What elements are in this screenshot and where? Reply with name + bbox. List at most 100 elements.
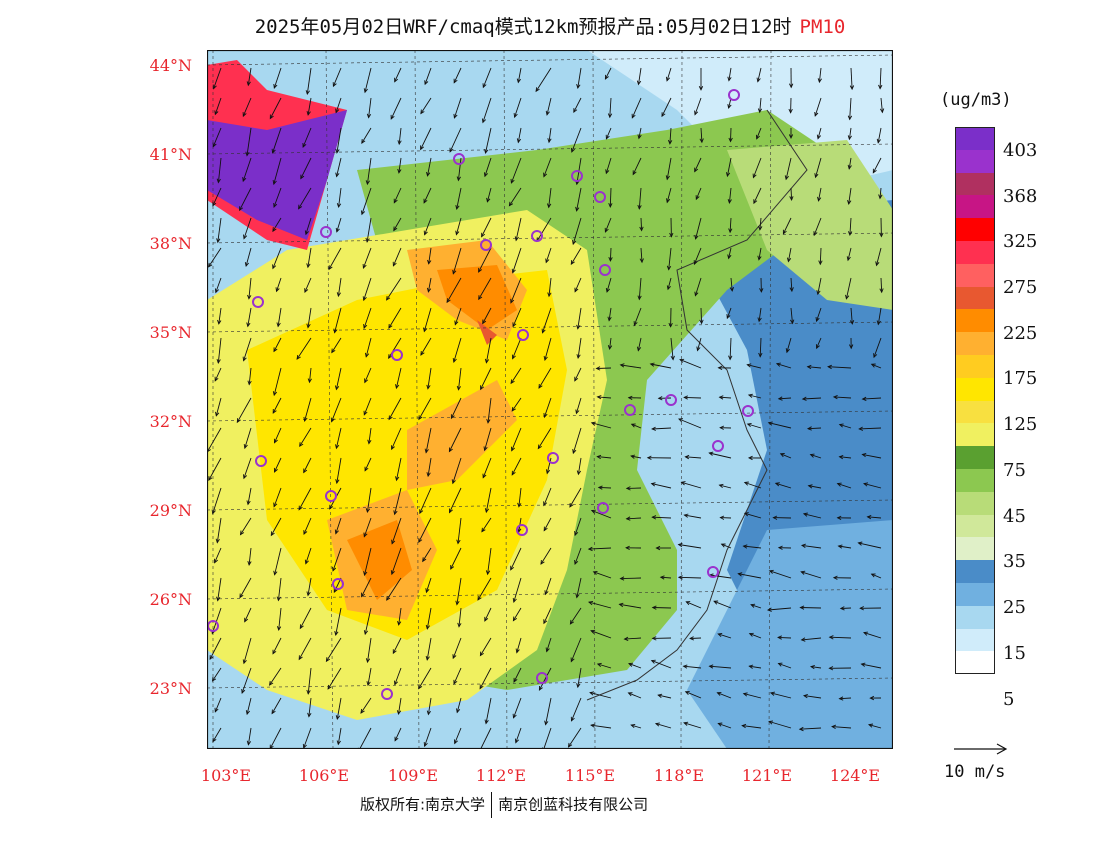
wind-vector [658, 694, 672, 699]
wind-vector [802, 397, 822, 400]
wind-vector-head [269, 114, 274, 120]
wind-vector-head [335, 108, 340, 114]
wind-vector [332, 67, 342, 87]
legend-swatch [955, 354, 995, 378]
wind-vector-head [215, 538, 220, 544]
wind-vector-head [651, 515, 657, 520]
wind-vector-head [828, 635, 834, 640]
wind-vector [307, 667, 312, 694]
legend-label: 275 [1003, 277, 1038, 298]
wind-vector [879, 187, 882, 199]
wind-vector-head [298, 204, 303, 210]
wind-vector-head [879, 232, 884, 238]
wind-vector [367, 637, 372, 663]
wind-vector [597, 456, 612, 459]
legend-swatch [955, 446, 995, 469]
wind-vector [862, 397, 882, 400]
wind-vector-head [755, 134, 761, 140]
wind-vector [605, 127, 612, 139]
wind-vector-head [270, 531, 275, 537]
land-hotspot [477, 320, 497, 345]
lat-label: 32°N [149, 412, 192, 431]
wind-vector [423, 307, 432, 332]
wind-vector [245, 247, 252, 267]
wind-vector-head [625, 516, 631, 521]
wind-vector [628, 692, 642, 699]
wind-vector-head [756, 77, 761, 83]
wind-vector [536, 217, 552, 242]
city-marker [594, 191, 606, 203]
wind-vector-head [757, 317, 762, 323]
wind-vector [801, 571, 822, 579]
wind-vector-head [307, 378, 312, 384]
wind-vector-head [214, 376, 219, 382]
wind-vector-head [775, 362, 781, 367]
wind-vector-head [605, 169, 610, 175]
wind-vector [728, 67, 732, 81]
wind-vector-head [596, 395, 602, 400]
land-orange-southwest-core [347, 520, 412, 600]
wind-vector-head [482, 473, 487, 479]
wind-vector [709, 574, 732, 579]
wind-vector [543, 727, 552, 749]
wind-vector-head [574, 559, 579, 565]
lon-label: 103°E [200, 766, 252, 785]
wind-vector [544, 577, 552, 595]
wind-vector [839, 456, 852, 459]
wind-vector-head [668, 322, 673, 328]
wind-vector [361, 577, 372, 597]
wind-vector [747, 364, 762, 369]
wind-vector [273, 157, 282, 185]
city-marker [571, 170, 583, 182]
wind-vector-head [446, 298, 451, 304]
wind-vector [542, 307, 552, 333]
wind-vector-head [717, 365, 723, 371]
wind-vector-head [330, 417, 335, 423]
wind-vector-head [846, 256, 851, 262]
wind-vector [719, 484, 732, 489]
wind-vector-head [665, 175, 670, 181]
wind-vector-head [785, 348, 790, 354]
wind-vector [871, 363, 882, 369]
wind-vector-head [798, 726, 804, 732]
wind-vector-head [607, 113, 613, 119]
wind-vector [516, 637, 522, 653]
wind-vector [816, 307, 822, 322]
wind-vector [848, 187, 852, 205]
wind-vector [799, 727, 822, 730]
wind-vector [218, 307, 222, 324]
wind-vector-head [628, 662, 634, 667]
wind-vector [453, 667, 462, 684]
wind-vector [458, 607, 462, 627]
wind-vector [768, 422, 792, 429]
wind-vector [685, 691, 702, 699]
wind-vector [427, 277, 432, 292]
wind-vector-head [809, 664, 815, 670]
wind-vector-head [484, 148, 489, 155]
wind-vector [819, 247, 822, 265]
wind-vector [211, 607, 222, 634]
wind-vector-head [543, 355, 548, 361]
wind-vector-head [741, 723, 747, 729]
wind-vector-head [426, 384, 431, 390]
wind-vector [685, 456, 702, 459]
wind-vector-head [452, 269, 457, 275]
wind-vector-head [451, 479, 456, 485]
wind-vector-head [684, 454, 690, 460]
legend-swatch [955, 377, 995, 401]
wind-vector [568, 727, 582, 748]
lat-label: 38°N [149, 234, 192, 253]
wind-vector-head [304, 559, 309, 565]
wind-vector [588, 601, 612, 609]
wind-vector-head [243, 474, 248, 480]
wind-vector-head [543, 526, 548, 532]
city-marker [531, 230, 543, 242]
wind-vector-head [683, 721, 689, 726]
wind-vector [543, 397, 552, 418]
wind-vector [335, 517, 342, 534]
wind-vector [333, 577, 342, 593]
wind-vector-head [363, 532, 368, 538]
wind-vector-head [847, 199, 852, 206]
coastline [586, 109, 808, 701]
wind-vector-head [420, 109, 425, 115]
